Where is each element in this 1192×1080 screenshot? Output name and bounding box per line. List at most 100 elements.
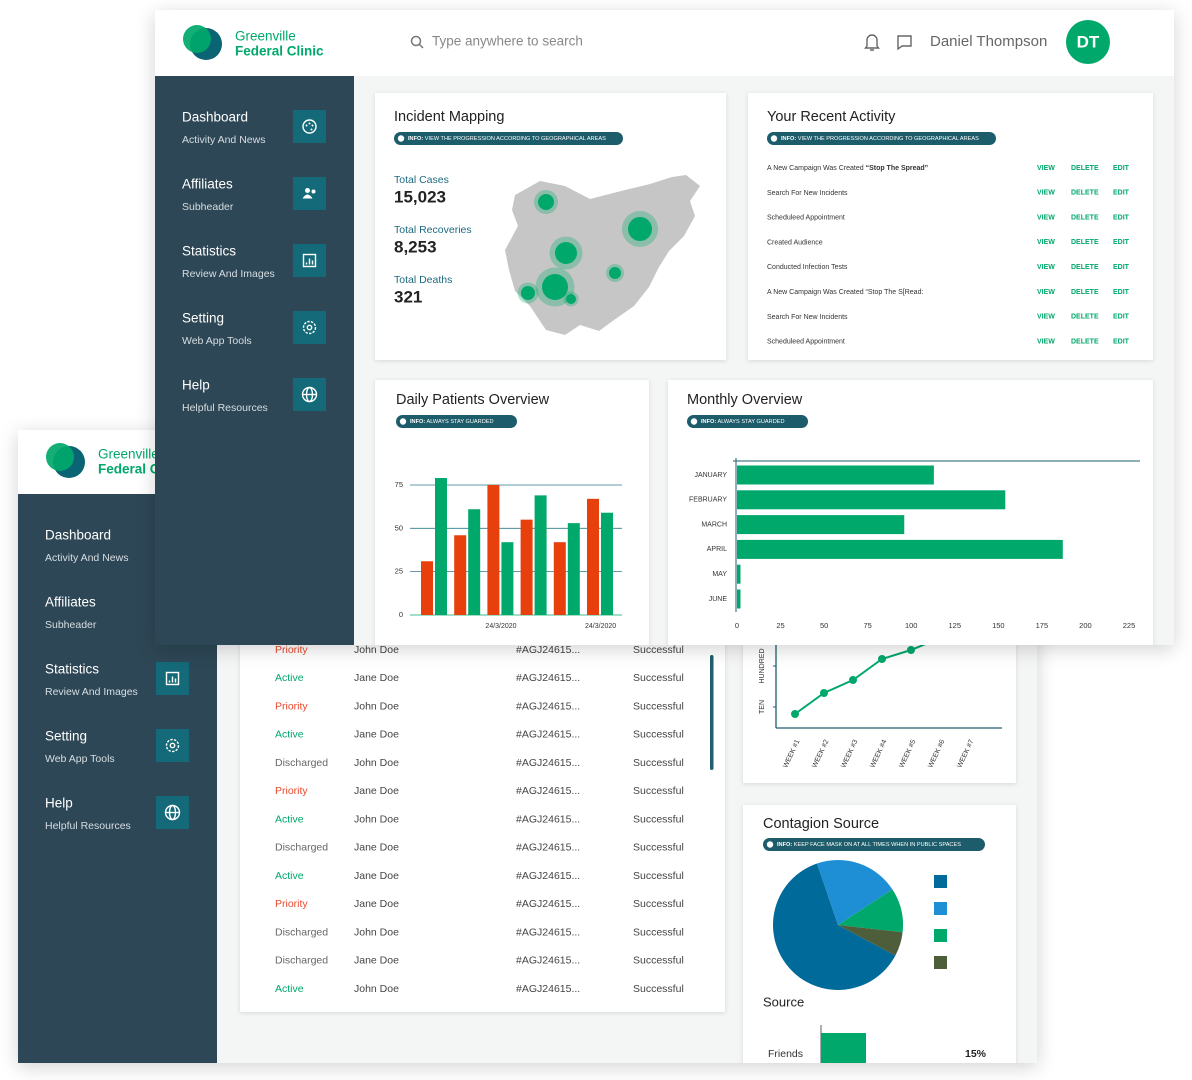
section-title: Source xyxy=(763,994,804,1009)
record-id: #AGJ24615... xyxy=(516,672,580,684)
info-prefix: INFO: xyxy=(408,136,423,142)
action-link[interactable]: EDIT xyxy=(1113,165,1130,172)
bar xyxy=(435,478,447,615)
search-input[interactable]: Type anywhere to search xyxy=(432,34,583,49)
name: Jane Doe xyxy=(354,870,399,882)
legend-swatch xyxy=(934,929,947,942)
x-tick-label: 24/3/2020 xyxy=(485,623,516,630)
info-icon xyxy=(690,418,698,425)
info-pill xyxy=(396,415,517,428)
map-bubble xyxy=(555,242,577,264)
nav-item[interactable]: Help Helpful Resources xyxy=(182,378,326,414)
result: Successful xyxy=(633,898,684,910)
action-link[interactable]: VIEW xyxy=(1037,338,1055,345)
activity-text: A New Campaign Was Created “Stop The S[R… xyxy=(767,289,923,296)
action-link[interactable]: VIEW xyxy=(1037,314,1055,321)
action-link[interactable]: EDIT xyxy=(1113,264,1130,271)
action-link[interactable]: DELETE xyxy=(1071,314,1099,321)
y-tick-label: HUNDRED xyxy=(759,649,766,684)
nav-item[interactable]: Statistics Review And Images xyxy=(182,244,326,280)
action-link[interactable]: EDIT xyxy=(1113,314,1130,321)
record-id: #AGJ24615... xyxy=(516,785,580,797)
nav-subtitle: Helpful Resources xyxy=(45,820,131,832)
y-tick-label: MARCH xyxy=(701,521,727,528)
bell-icon[interactable] xyxy=(864,34,880,51)
action-link[interactable]: DELETE xyxy=(1071,264,1099,271)
activity-text: Search For New Incidents xyxy=(767,314,848,321)
x-tick-label: 24/3/2020 xyxy=(585,623,616,630)
action-link[interactable]: VIEW xyxy=(1037,165,1055,172)
action-link[interactable]: VIEW xyxy=(1037,239,1055,246)
nav-item[interactable]: Help Helpful Resources xyxy=(45,796,189,832)
bar xyxy=(737,490,1006,510)
result: Successful xyxy=(633,955,684,967)
action-link[interactable]: DELETE xyxy=(1071,214,1099,221)
activity-description: Search For New Incidents xyxy=(767,190,848,197)
message-icon[interactable] xyxy=(897,35,912,51)
record-id: #AGJ24615... xyxy=(516,700,580,712)
info-icon xyxy=(770,135,778,142)
card-title: Contagion Source xyxy=(763,816,879,832)
y-tick-label: 0 xyxy=(399,610,403,619)
action-link[interactable]: VIEW xyxy=(1037,214,1055,221)
nav-item[interactable]: Setting Web App Tools xyxy=(45,729,189,765)
x-tick-label: 50 xyxy=(820,621,828,630)
point xyxy=(791,710,799,718)
status: Active xyxy=(275,813,304,825)
action-link[interactable]: VIEW xyxy=(1037,190,1055,197)
header xyxy=(155,10,1174,76)
info-text: INFO: ALWAYS STAY GUARDED xyxy=(410,419,494,425)
activity-text: Scheduleed Appointment xyxy=(767,214,845,221)
status: Discharged xyxy=(275,842,328,854)
activity-text: A New Campaign Was Created “Stop The Spr… xyxy=(767,165,928,172)
scrollbar[interactable] xyxy=(710,655,714,770)
y-tick-label: JANUARY xyxy=(694,472,727,479)
search-icon xyxy=(418,43,424,49)
name: Jane Doe xyxy=(354,729,399,741)
action-link[interactable]: EDIT xyxy=(1113,338,1130,345)
action-link[interactable]: EDIT xyxy=(1113,214,1130,221)
nav-item[interactable]: Statistics Review And Images xyxy=(45,662,189,698)
sidebar xyxy=(155,76,354,645)
action-link[interactable]: EDIT xyxy=(1113,239,1130,246)
y-tick-label: 75 xyxy=(395,480,403,489)
avatar[interactable] xyxy=(1066,20,1110,64)
action-link[interactable]: DELETE xyxy=(1071,190,1099,197)
nav-title: Help xyxy=(182,378,210,393)
nav-title: Affiliates xyxy=(45,595,96,610)
nav-item[interactable]: Setting Web App Tools xyxy=(182,311,326,347)
x-tick-label: 100 xyxy=(905,621,918,630)
nav-title: Help xyxy=(45,796,73,811)
action-link[interactable]: DELETE xyxy=(1071,338,1099,345)
status: Active xyxy=(275,729,304,741)
stat-label: Total Cases xyxy=(394,174,449,186)
bar xyxy=(421,561,433,615)
nav-subtitle: Helpful Resources xyxy=(182,402,268,414)
record-id: #AGJ24615... xyxy=(516,729,580,741)
activity-text: Created Audience xyxy=(767,239,823,246)
nav-item[interactable]: Affiliates Subheader xyxy=(182,177,326,213)
map-bubble xyxy=(538,194,554,210)
activity-description: Created Audience xyxy=(767,239,823,246)
action-link[interactable]: DELETE xyxy=(1071,289,1099,296)
bar xyxy=(520,519,533,615)
result: Successful xyxy=(633,870,684,882)
card xyxy=(240,600,725,1012)
action-link[interactable]: VIEW xyxy=(1037,264,1055,271)
icon xyxy=(305,124,308,127)
y-tick-label: FEBRUARY xyxy=(689,497,727,504)
legend-swatch xyxy=(934,956,947,969)
map-bubble xyxy=(542,274,568,300)
name: Jane Doe xyxy=(354,898,399,910)
action-link[interactable]: DELETE xyxy=(1071,239,1099,246)
action-link[interactable]: VIEW xyxy=(1037,289,1055,296)
action-link[interactable]: EDIT xyxy=(1113,289,1130,296)
bar xyxy=(501,542,514,615)
action-link[interactable]: DELETE xyxy=(1071,165,1099,172)
bar-label: Friends xyxy=(768,1048,803,1060)
name: John Doe xyxy=(354,757,399,769)
nav-item[interactable]: Dashboard Activity And News xyxy=(182,110,326,146)
action-link[interactable]: EDIT xyxy=(1113,190,1130,197)
map-bubble xyxy=(628,217,652,241)
